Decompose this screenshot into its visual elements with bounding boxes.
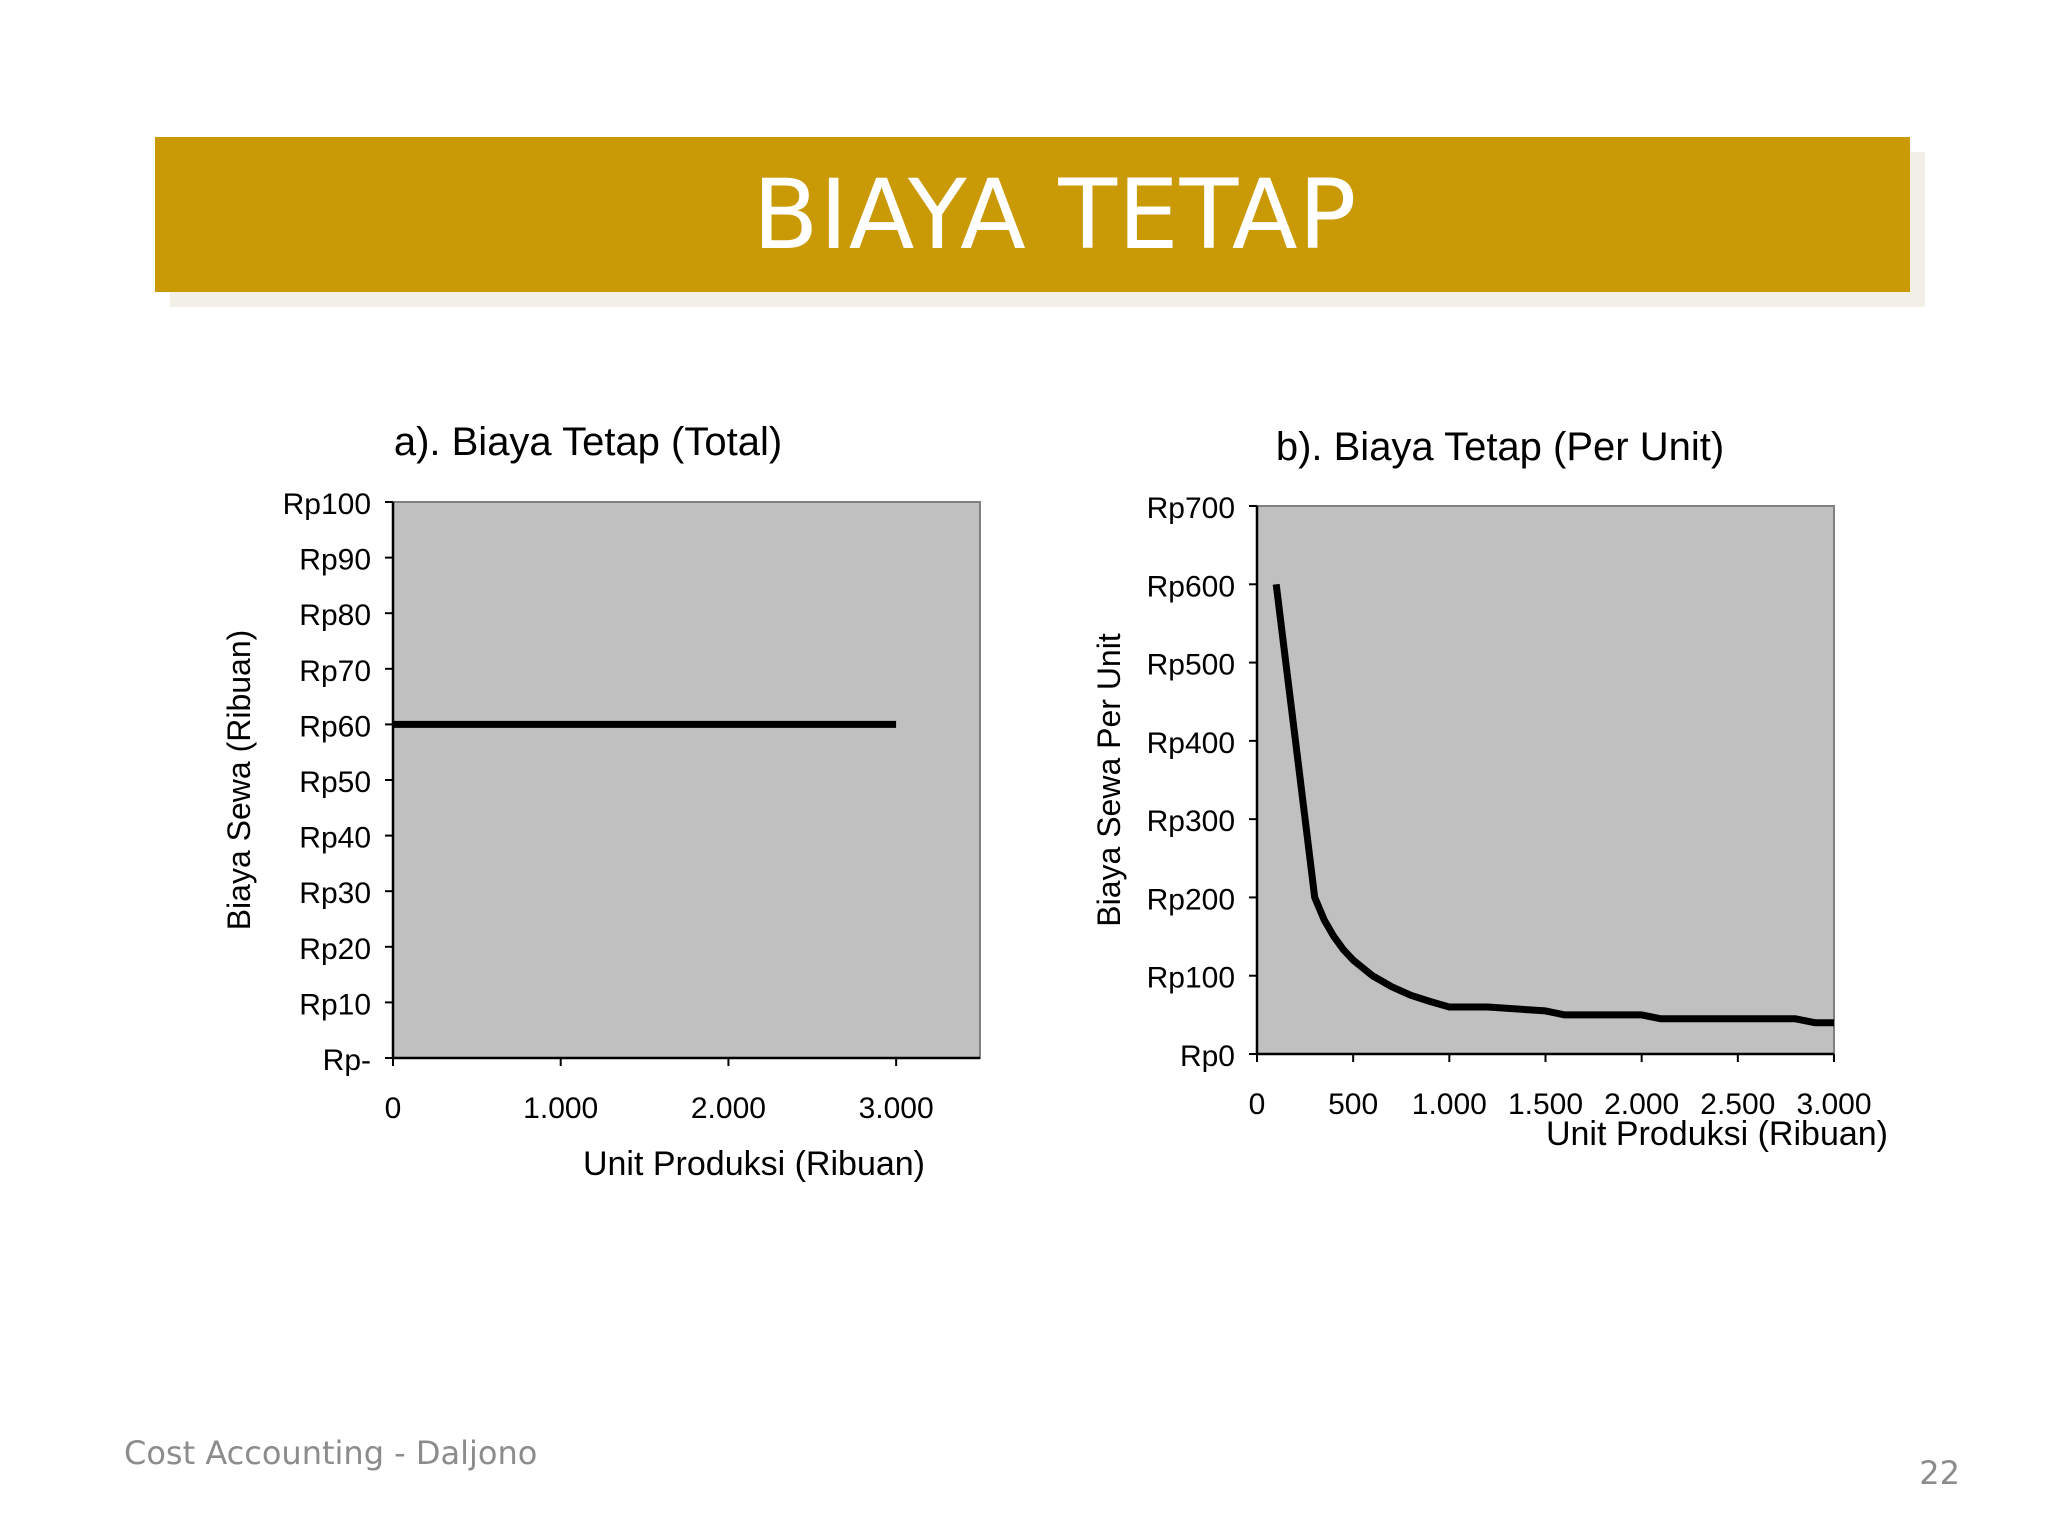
- y-tick-label: Rp-: [323, 1044, 371, 1077]
- y-tick-label: Rp30: [299, 877, 371, 910]
- y-tick-label: Rp70: [299, 655, 371, 688]
- chart-title: a). Biaya Tetap (Total): [394, 420, 782, 464]
- y-tick-label: Rp60: [299, 710, 371, 743]
- x-tick-label: 500: [1328, 1088, 1378, 1121]
- x-tick-label: 3.000: [1796, 1088, 1871, 1121]
- y-tick-label: Rp400: [1147, 727, 1235, 760]
- slide-title: BIAYA TETAP: [752, 158, 1358, 271]
- y-tick-label: Rp500: [1147, 649, 1235, 682]
- y-tick-label: Rp10: [299, 988, 371, 1021]
- footer-course-label: Cost Accounting - Daljono: [124, 1434, 538, 1472]
- plot-area: [392, 501, 981, 1059]
- x-tick-label: 2.500: [1700, 1088, 1775, 1121]
- plot-area: [1256, 505, 1835, 1055]
- series-line: [1272, 583, 1834, 1027]
- x-tick-label: 3.000: [859, 1092, 934, 1125]
- y-axis-label: Biaya Sewa Per Unit: [1091, 633, 1127, 927]
- fixed-cost-total-chart: Rp- Rp10 Rp20 Rp30 Rp40 Rp50 Rp60 Rp70 Rp80 Rp90 R…: [221, 420, 981, 1183]
- y-tick-label: Rp0: [1180, 1040, 1235, 1073]
- y-tick-label: Rp300: [1147, 805, 1235, 838]
- y-axis-label: Biaya Sewa (Ribuan): [221, 630, 257, 931]
- y-tick-label: Rp50: [299, 766, 371, 799]
- x-tick-label: 2.000: [691, 1092, 766, 1125]
- fixed-cost-per-unit-chart: Rp0 Rp100 Rp200 Rp300 Rp400 Rp500 Rp600 Rp700 0 5…: [1091, 425, 1888, 1153]
- chart-title: b). Biaya Tetap (Per Unit): [1276, 425, 1724, 469]
- y-tick-label: Rp90: [299, 544, 371, 577]
- x-axis-label: Unit Produksi (Ribuan): [1546, 1115, 1888, 1153]
- y-tick-label: Rp100: [1147, 962, 1235, 995]
- y-tick-label: Rp100: [283, 488, 371, 521]
- y-tick-label: Rp200: [1147, 883, 1235, 916]
- title-bar: BIAYA TETAP: [155, 137, 1910, 292]
- x-axis-label: Unit Produksi (Ribuan): [583, 1145, 925, 1183]
- page-number: 22: [1919, 1454, 1960, 1492]
- x-tick-label: 0: [1249, 1088, 1266, 1121]
- x-tick-label: 1.000: [1412, 1088, 1487, 1121]
- y-tick-label: Rp80: [299, 599, 371, 632]
- y-tick-label: Rp700: [1147, 492, 1235, 525]
- y-tick-label: Rp20: [299, 933, 371, 966]
- x-tick-label: 2.000: [1604, 1088, 1679, 1121]
- x-tick-label: 1.000: [523, 1092, 598, 1125]
- x-tick-label: 1.500: [1508, 1088, 1583, 1121]
- x-tick-label: 0: [385, 1092, 402, 1125]
- y-tick-label: Rp600: [1147, 570, 1235, 603]
- y-tick-label: Rp40: [299, 822, 371, 855]
